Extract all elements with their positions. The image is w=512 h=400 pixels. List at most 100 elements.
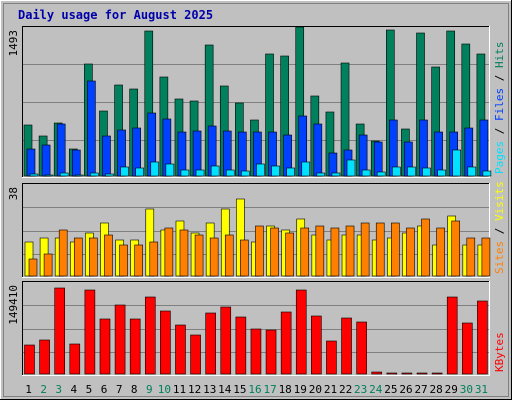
bar-sites [164,227,174,277]
x-tick-label: 19 [294,383,307,396]
x-tick-label: 30 [460,383,473,396]
bar-kbytes [99,318,111,375]
bar-pages [165,163,175,177]
series-legend: Sites / Visits [493,181,506,274]
x-tick-label: 26 [399,383,412,396]
bar-files [102,135,111,177]
x-tick-label: 7 [116,383,123,396]
bar-sites [406,227,415,277]
bar-pages [120,166,129,177]
bar-kbytes [371,371,383,375]
legend-entry-kbytes: KBytes [493,332,506,372]
bar-sites [104,234,113,277]
x-tick-label: 16 [248,383,261,396]
bar-sites [28,258,38,277]
bar-kbytes [220,306,232,375]
bar-pages [346,159,356,177]
legend-separator: / [493,68,506,88]
bar-sites [149,241,159,277]
bar-pages [437,169,446,177]
x-tick-label: 8 [131,383,138,396]
x-tick-label: 2 [40,383,47,396]
bar-kbytes [235,316,247,375]
x-tick-label: 25 [384,383,397,396]
bar-kbytes [39,339,50,375]
bar-kbytes [341,317,352,375]
x-tick-label: 29 [445,383,458,396]
bar-kbytes [265,329,277,375]
bar-sites [421,218,430,277]
bar-kbytes [280,311,292,375]
bar-sites [224,234,234,277]
bar-pages [29,173,39,177]
bar-pages [241,170,250,177]
bar-pages [225,169,235,177]
x-tick-label: 31 [475,383,488,396]
bar-pages [452,149,462,177]
bar-pages [482,170,492,177]
bar-pages [90,172,99,177]
legend-entry-hits: Hits [493,42,506,69]
bar-sites [436,227,445,277]
x-tick-label: 18 [279,383,292,396]
bar-pages [422,167,431,177]
y-max-label: 149410 [7,285,20,325]
bar-pages [301,161,311,177]
bar-kbytes [144,296,156,375]
x-tick-label: 12 [188,383,201,396]
bar-kbytes [205,312,216,375]
legend-entry-visits: Visits [493,181,506,221]
legend-entry-files: Files [493,88,506,121]
bar-files [238,131,247,177]
legend-separator: / [493,121,506,141]
bar-pages [376,171,386,177]
bar-pages [210,165,220,177]
bar-sites [134,244,143,277]
bar-pages [180,169,190,177]
bar-kbytes [114,304,126,375]
series-legend: Pages / Files / Hits [493,42,506,175]
bar-pages [407,166,416,177]
bar-sites [194,234,204,277]
bar-sites [451,220,461,277]
bar-sites [209,237,219,277]
bar-pages [331,172,341,177]
bar-pages [195,169,205,177]
bar-sites [391,222,400,277]
bar-pages [59,172,69,177]
bar-files [177,131,187,177]
series-legend-text: KBytes [493,332,506,372]
bar-kbytes [69,343,81,375]
x-tick-label: 15 [233,383,246,396]
bar-sites [330,227,340,277]
inner-border [3,3,509,397]
bar-pages [316,172,326,177]
bar-pages [105,173,114,177]
kbytes-panel: 149410 KBytes [7,281,506,376]
bar-kbytes [160,310,171,375]
series-legend-text: Pages / Files / Hits [493,42,506,175]
x-tick-label: 22 [339,383,352,396]
x-tick-label: 27 [414,383,427,396]
bar-files [328,152,338,177]
x-axis-labels: 1 2 3 4 5 6 7 8 9 10 11 12 13 14 15 16 17 18 19 20 21 22 23 24 2… [25,383,488,396]
x-tick-label: 14 [218,383,232,396]
bar-sites [179,229,189,277]
bar-files [26,148,36,177]
x-tick-label: 23 [354,383,367,396]
legend-entry-sites: Sites [493,241,506,274]
x-tick-label: 1 [25,383,32,396]
y-max-label: 1493 [7,30,20,57]
bar-sites [315,225,325,277]
bar-pages [135,167,144,177]
bar-files [479,119,489,177]
bar-sites [43,253,53,277]
visits-panel: 38 Sites / Visits [7,181,506,278]
bar-kbytes [190,334,201,375]
bar-pages [44,174,54,177]
bar-kbytes [295,289,307,375]
bar-sites [119,244,128,277]
bar-kbytes [311,315,322,375]
